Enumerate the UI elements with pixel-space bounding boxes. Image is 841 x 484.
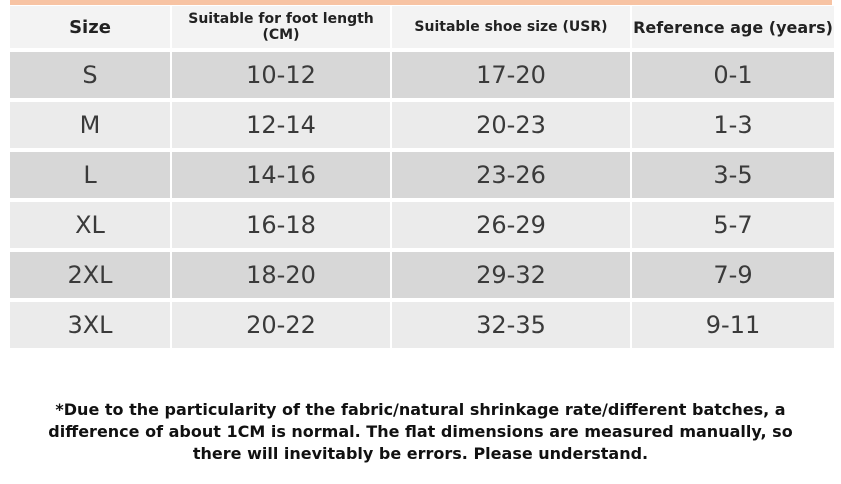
header-shoe-size: Suitable shoe size (USR) <box>392 6 632 52</box>
cell-foot-length: 18-20 <box>172 252 392 302</box>
cell-size: M <box>10 102 172 152</box>
measurement-disclaimer: *Due to the particularity of the fabric/… <box>48 400 793 463</box>
cell-shoe-size: 20-23 <box>392 102 632 152</box>
cell-size: 3XL <box>10 302 172 352</box>
cell-reference-age: 7-9 <box>632 252 834 302</box>
cell-shoe-size: 26-29 <box>392 202 632 252</box>
table-row: S 10-12 17-20 0-1 <box>10 52 834 102</box>
header-reference-age: Reference age (years) <box>632 6 834 52</box>
cell-shoe-size: 17-20 <box>392 52 632 102</box>
cell-reference-age: 1-3 <box>632 102 834 152</box>
header-foot-length: Suitable for foot length (CM) <box>172 6 392 52</box>
cell-foot-length: 16-18 <box>172 202 392 252</box>
cell-size: XL <box>10 202 172 252</box>
cell-foot-length: 14-16 <box>172 152 392 202</box>
cell-foot-length: 10-12 <box>172 52 392 102</box>
accent-bar <box>10 0 832 5</box>
header-size: Size <box>10 6 172 52</box>
cell-reference-age: 3-5 <box>632 152 834 202</box>
cell-shoe-size: 29-32 <box>392 252 632 302</box>
cell-shoe-size: 23-26 <box>392 152 632 202</box>
cell-reference-age: 0-1 <box>632 52 834 102</box>
table-header-row: Size Suitable for foot length (CM) Suita… <box>10 6 834 52</box>
cell-foot-length: 20-22 <box>172 302 392 352</box>
cell-foot-length: 12-14 <box>172 102 392 152</box>
table-row: L 14-16 23-26 3-5 <box>10 152 834 202</box>
cell-size: L <box>10 152 172 202</box>
cell-size: 2XL <box>10 252 172 302</box>
cell-shoe-size: 32-35 <box>392 302 632 352</box>
table-row: XL 16-18 26-29 5-7 <box>10 202 834 252</box>
table-row: M 12-14 20-23 1-3 <box>10 102 834 152</box>
size-chart-table: Size Suitable for foot length (CM) Suita… <box>10 6 834 352</box>
cell-size: S <box>10 52 172 102</box>
cell-reference-age: 9-11 <box>632 302 834 352</box>
table-row: 2XL 18-20 29-32 7-9 <box>10 252 834 302</box>
cell-reference-age: 5-7 <box>632 202 834 252</box>
table-row: 3XL 20-22 32-35 9-11 <box>10 302 834 352</box>
